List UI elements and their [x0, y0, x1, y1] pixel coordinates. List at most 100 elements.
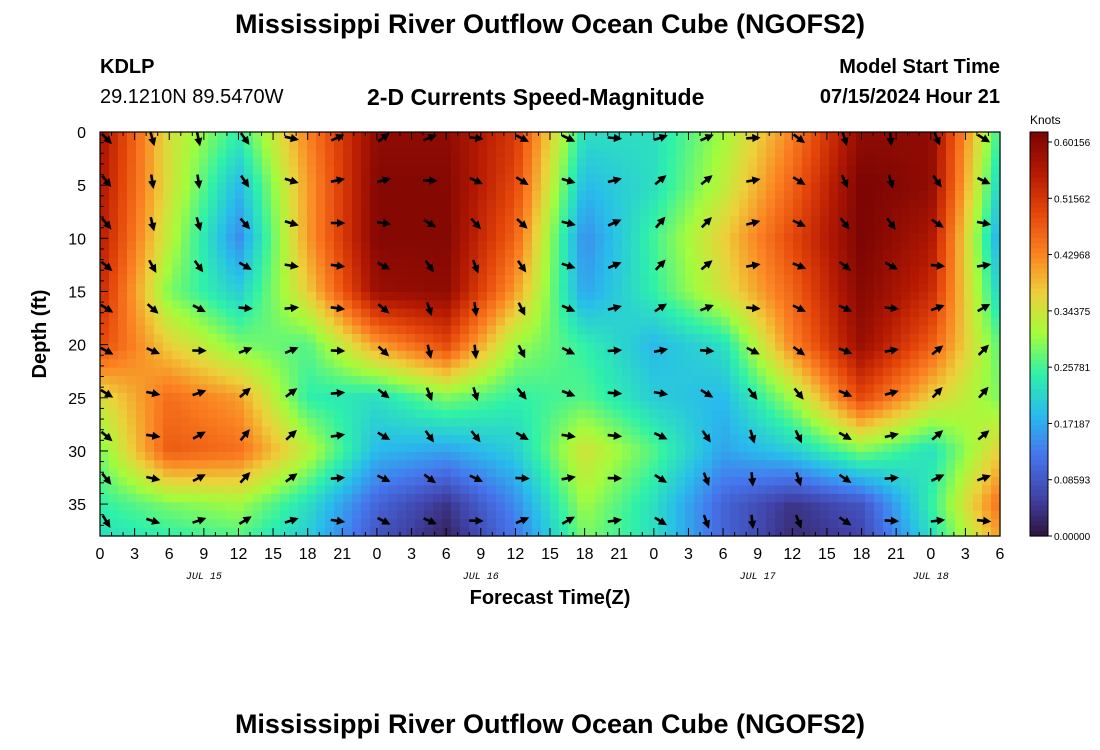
heatmap-cell: [847, 157, 857, 167]
heatmap-cell: [568, 266, 578, 276]
heatmap-cell: [883, 334, 893, 344]
heatmap-cell: [946, 510, 956, 520]
heatmap-cell: [766, 451, 776, 461]
heatmap-cell: [865, 300, 875, 310]
heatmap-cell: [307, 443, 317, 453]
heatmap-cell: [325, 493, 335, 503]
current-vector-arrow: [285, 473, 298, 483]
heatmap-cell: [154, 283, 164, 293]
heatmap-cell: [973, 418, 983, 428]
heatmap-cell: [451, 283, 461, 293]
heatmap-cell: [190, 510, 200, 520]
heatmap-cell: [847, 140, 857, 150]
heatmap-cell: [892, 317, 902, 327]
heatmap-cell: [910, 367, 920, 377]
heatmap-cell: [388, 308, 398, 318]
heatmap-cell: [523, 426, 533, 436]
heatmap-cell: [820, 468, 830, 478]
heatmap-cell: [253, 300, 263, 310]
heatmap-cell: [802, 510, 812, 520]
heatmap-cell: [532, 485, 542, 495]
heatmap-cell: [982, 451, 992, 461]
heatmap-cell: [136, 376, 146, 386]
heatmap-cell: [496, 190, 506, 200]
heatmap-cell: [307, 367, 317, 377]
heatmap-cell: [415, 140, 425, 150]
heatmap-cell: [937, 233, 947, 243]
heatmap-cell: [334, 266, 344, 276]
heatmap-cell: [469, 527, 479, 537]
heatmap-cell: [226, 199, 236, 209]
heatmap-cell: [343, 317, 353, 327]
current-vector-arrow: [100, 388, 114, 398]
heatmap-cell: [226, 233, 236, 243]
heatmap-cell: [343, 325, 353, 335]
heatmap-cell: [343, 300, 353, 310]
heatmap-cell: [271, 493, 281, 503]
heatmap-cell: [388, 216, 398, 226]
heatmap-cell: [613, 384, 623, 394]
heatmap-cell: [865, 308, 875, 318]
heatmap-cell: [262, 199, 272, 209]
heatmap-cell: [127, 308, 137, 318]
heatmap-cell: [298, 199, 308, 209]
heatmap-cell: [190, 468, 200, 478]
heatmap-cell: [217, 291, 227, 301]
heatmap-cell: [568, 426, 578, 436]
heatmap-cell: [154, 207, 164, 217]
heatmap-cell: [568, 190, 578, 200]
current-vector-arrow: [886, 217, 896, 230]
heatmap-cell: [901, 199, 911, 209]
heatmap-cell: [595, 317, 605, 327]
heatmap-cell: [172, 132, 182, 142]
heatmap-cell: [145, 350, 155, 360]
heatmap-cell: [829, 165, 839, 175]
heatmap-cell: [388, 342, 398, 352]
heatmap-cell: [316, 367, 326, 377]
heatmap-cell: [163, 342, 173, 352]
current-vector-arrow: [284, 303, 300, 313]
heatmap-cell: [865, 493, 875, 503]
heatmap-cell: [730, 350, 740, 360]
heatmap-cell: [361, 409, 371, 419]
heatmap-cell: [379, 325, 389, 335]
heatmap-cell: [793, 359, 803, 369]
heatmap-cell: [802, 258, 812, 268]
heatmap-cell: [100, 418, 110, 428]
heatmap-cell: [325, 527, 335, 537]
heatmap-cell: [658, 443, 668, 453]
heatmap-cell: [226, 249, 236, 259]
heatmap-cell: [865, 132, 875, 142]
heatmap-cell: [577, 350, 587, 360]
heatmap-cell: [208, 249, 218, 259]
heatmap-cell: [721, 233, 731, 243]
heatmap-cell: [487, 140, 497, 150]
heatmap-cell: [568, 409, 578, 419]
heatmap-cell: [712, 477, 722, 487]
heatmap-cell: [253, 258, 263, 268]
current-vector-arrow: [702, 472, 710, 487]
heatmap-cell: [505, 443, 515, 453]
heatmap-cell: [271, 300, 281, 310]
heatmap-cell: [757, 233, 767, 243]
heatmap-cell: [703, 291, 713, 301]
heatmap-cell: [973, 182, 983, 192]
heatmap-cell: [460, 418, 470, 428]
heatmap-cell: [109, 527, 119, 537]
heatmap-cell: [145, 275, 155, 285]
heatmap-cell: [433, 216, 443, 226]
heatmap-cell: [199, 350, 209, 360]
heatmap-cell: [991, 140, 1001, 150]
heatmap-cell: [388, 207, 398, 217]
heatmap-cell: [424, 182, 434, 192]
heatmap-cell: [532, 233, 542, 243]
heatmap-cell: [730, 451, 740, 461]
heatmap-cell: [766, 165, 776, 175]
heatmap-cell: [577, 266, 587, 276]
heatmap-cell: [847, 241, 857, 251]
heatmap-cell: [442, 233, 452, 243]
heatmap-cell: [199, 485, 209, 495]
heatmap-cell: [289, 291, 299, 301]
heatmap-cell: [712, 174, 722, 184]
heatmap-cell: [964, 443, 974, 453]
